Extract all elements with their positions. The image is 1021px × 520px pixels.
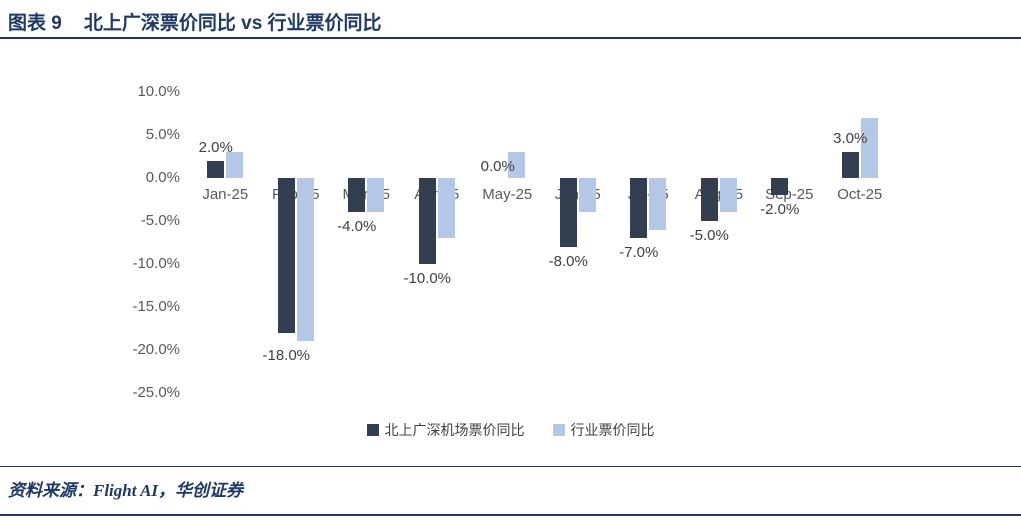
y-axis-label: 0.0% (145, 169, 180, 186)
legend-item-industry-series: 行业票价同比 (552, 420, 655, 440)
page-title: 北上广深票价同比 vs 行业票价同比 (83, 13, 382, 34)
y-axis-label: -10.0% (132, 255, 180, 272)
bar-airport-series (771, 178, 789, 196)
bar-industry-series (649, 178, 667, 230)
chart-legend: 北上广深机场票价同比 行业票价同比 (0, 420, 1021, 440)
bar-airport-series (418, 178, 436, 264)
data-label: 2.0% (198, 138, 233, 156)
legend-item-airport-series: 北上广深机场票价同比 (366, 420, 525, 440)
data-label: -4.0% (337, 218, 377, 236)
legend-swatch-dark (366, 424, 379, 436)
legend-label-airport-series: 北上广深机场票价同比 (384, 422, 525, 438)
y-axis-label: -15.0% (132, 298, 180, 315)
bar-airport-series (700, 178, 718, 221)
bar-industry-series (860, 117, 878, 178)
bar-chart: 10.0% 5.0% 0.0% -5.0% -10.0% -15.0% -20.0% -25.… (0, 50, 1021, 415)
data-label: 0.0% (480, 158, 515, 175)
bar-industry-series (226, 152, 244, 178)
bar-airport-series (277, 178, 295, 333)
x-axis-label: Mar-25 (342, 186, 390, 203)
x-axis-label: Oct-25 (837, 186, 883, 203)
y-axis-label: -20.0% (132, 341, 180, 358)
y-axis-label: -25.0% (132, 384, 180, 401)
legend-label-industry-series: 行业票价同比 (570, 422, 655, 438)
bar-industry-series (296, 178, 314, 342)
data-label: -7.0% (619, 244, 659, 262)
data-label: -18.0% (262, 347, 311, 365)
figure-title: 图表 9 北上广深票价同比 vs 行业票价同比 (8, 8, 382, 35)
x-axis-label: Jun-25 (554, 186, 601, 203)
x-axis-label: Feb-25 (271, 186, 320, 203)
bar-industry-series (367, 178, 385, 213)
y-axis-label: -5.0% (140, 212, 180, 229)
x-axis-label: May-25 (482, 186, 533, 203)
data-label: -5.0% (689, 227, 729, 244)
bar-airport-series (348, 178, 366, 213)
bar-industry-series (437, 178, 455, 239)
y-axis-label: 5.0% (145, 126, 180, 143)
x-axis-label: Apr-25 (414, 186, 460, 203)
bar-airport-series (630, 178, 648, 239)
bar-industry-series (578, 178, 596, 213)
x-axis-label: Jul-25 (627, 186, 669, 203)
bar-airport-series (207, 160, 225, 178)
legend-swatch-light (552, 424, 565, 436)
data-label: -2.0% (760, 201, 800, 219)
footer-divider-bottom (0, 514, 1021, 516)
bar-airport-series (559, 178, 577, 247)
footer-divider-top (0, 466, 1021, 467)
figure-label: 图表 9 (8, 13, 62, 34)
data-label: 3.0% (833, 130, 868, 148)
bar-airport-series (841, 152, 859, 178)
data-label: -10.0% (403, 270, 452, 287)
title-underline (0, 37, 1021, 39)
x-axis-label: Jan-25 (202, 186, 249, 203)
source-note: 资料来源：Flight AI，华创证券 (8, 481, 244, 500)
bar-industry-series (508, 152, 526, 178)
y-axis-label: 10.0% (137, 83, 180, 100)
data-label: -8.0% (548, 252, 588, 270)
bar-industry-series (719, 178, 737, 213)
